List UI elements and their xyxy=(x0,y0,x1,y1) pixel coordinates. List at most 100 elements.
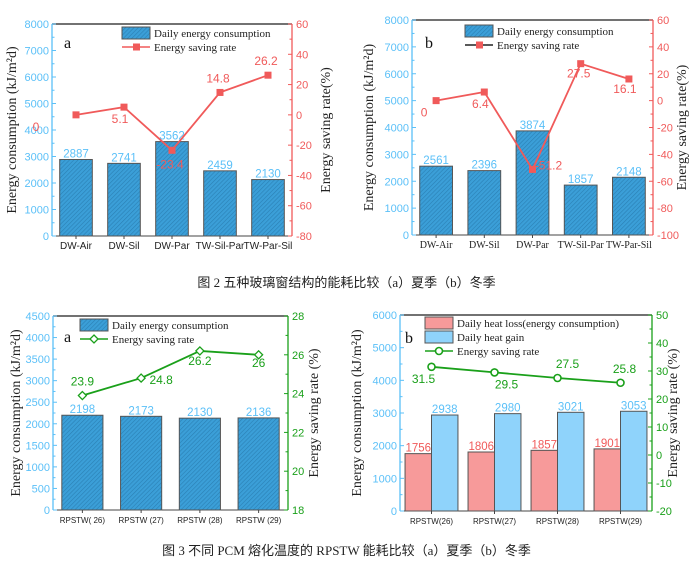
chart-svg-3b: 0 1000 2000 3000 4000 5000 6000 -20 -10 0 10 20 30 40… xyxy=(350,310,681,526)
x-tick-label: DW-Par xyxy=(516,240,549,251)
left-tick-label: 6000 xyxy=(373,310,397,322)
bar-value-label: 2130 xyxy=(187,407,213,419)
y-axis-title: Energy consumption (kJ/m²d) xyxy=(5,46,20,214)
line-series-path xyxy=(82,350,259,397)
legend-label: Daily heat gain xyxy=(457,332,525,344)
x-tick-label: RPSTW(27) xyxy=(473,517,516,526)
bar xyxy=(612,176,646,236)
bar-value-label: 2198 xyxy=(70,404,96,416)
bar xyxy=(557,411,585,512)
left-tick-label: 4000 xyxy=(385,123,409,135)
left-tick-label: 0 xyxy=(403,230,409,242)
x-tick-label: DW-Air xyxy=(420,240,453,251)
bar xyxy=(593,448,621,512)
bar xyxy=(431,414,459,512)
line-marker xyxy=(529,165,536,173)
left-tick-label: 4000 xyxy=(26,333,50,345)
line-marker xyxy=(77,390,88,401)
x-tick-label: RPSTW(29) xyxy=(599,517,642,526)
bar-value-label: 2136 xyxy=(246,407,272,419)
x-tick-label: TW-Sil-Par xyxy=(196,241,245,252)
line-marker xyxy=(120,103,128,111)
bar-value-label: 1806 xyxy=(468,441,494,453)
bar-value-label: 1756 xyxy=(405,443,431,455)
bar-value-label: 2561 xyxy=(423,155,449,167)
right-tick-label: -20 xyxy=(296,140,312,152)
bar-value-label: 2887 xyxy=(63,148,89,160)
line-value-label: -23.4 xyxy=(156,157,184,171)
bar xyxy=(251,179,285,237)
line-value-label: 0 xyxy=(421,106,428,120)
bar xyxy=(530,449,558,512)
bar xyxy=(107,162,141,237)
line-marker xyxy=(72,111,80,119)
right-tick-label: 30 xyxy=(656,366,668,378)
y-axis-title: Energy consumption (kJ/m²d) xyxy=(362,44,377,212)
right-tick-label: 24 xyxy=(292,389,304,401)
y2-axis-title: Energy saving rate(%) xyxy=(675,64,690,190)
right-tick-label: -100 xyxy=(657,230,679,242)
legend-label: Energy saving rate xyxy=(457,346,539,358)
right-tick-label: 18 xyxy=(292,505,304,517)
chart-svg-2b: 010002000300040005000600070008000-100-80… xyxy=(362,15,690,251)
left-tick-label: 1500 xyxy=(26,440,50,452)
x-tick-label: RPSTW (29) xyxy=(236,516,282,525)
legend-marker xyxy=(89,334,99,344)
line-marker xyxy=(490,368,499,377)
right-tick-label: 40 xyxy=(296,49,308,61)
bar xyxy=(467,451,495,512)
left-tick-label: 4000 xyxy=(25,125,49,137)
line-value-label: 23.9 xyxy=(71,375,95,389)
line-value-label: 27.5 xyxy=(556,357,580,371)
line-marker xyxy=(427,362,436,372)
x-tick-label: DW-Par xyxy=(154,241,190,252)
bar-value-label: 1901 xyxy=(594,438,620,450)
bar xyxy=(620,410,648,512)
left-tick-label: 4500 xyxy=(26,311,50,323)
bar xyxy=(563,184,598,236)
y-axis-title: Energy consumption (kJ/m²d) xyxy=(350,329,365,497)
line-value-label: 24.8 xyxy=(149,373,173,387)
right-tick-label: 0 xyxy=(657,96,663,108)
left-tick-label: 2000 xyxy=(385,176,409,188)
x-tick-label: RPSTW (27) xyxy=(118,516,164,525)
line-series-path xyxy=(431,365,621,384)
left-tick-label: 3000 xyxy=(26,376,50,388)
panel-label: a xyxy=(64,329,71,346)
right-tick-label: 40 xyxy=(656,338,668,350)
left-tick-label: 2500 xyxy=(26,397,50,409)
line-marker xyxy=(216,88,224,96)
line-value-label: 5.1 xyxy=(112,112,129,126)
line-marker xyxy=(625,75,633,83)
bar-value-label: 2980 xyxy=(495,403,521,415)
line-marker xyxy=(577,60,585,68)
figure-2a-chart: 0 1000 2000 3000 4000 5000 6000 7000 8000 -80 -60-… xyxy=(0,0,345,260)
right-tick-label: -20 xyxy=(656,506,672,518)
line-marker xyxy=(253,349,264,360)
line-value-label: -51.2 xyxy=(535,158,563,172)
line-value-label: 16.1 xyxy=(613,82,637,96)
right-tick-label: 22 xyxy=(292,427,304,439)
left-tick-label: 8000 xyxy=(25,19,49,31)
chart-svg-3a: 0 500 1000 1500 2000 2500 3000 3500 4000 4500 18 20… xyxy=(9,311,322,525)
right-tick-label: -60 xyxy=(296,201,312,213)
figure-2-caption: 图 2 五种玻璃窗结构的能耗比较（a）夏季（b）冬季 xyxy=(197,275,496,290)
left-tick-label: 3500 xyxy=(26,354,50,366)
x-tick-label: RPSTW( 26) xyxy=(60,516,106,525)
legend-label: Energy saving rate xyxy=(154,42,236,54)
right-tick-label: 28 xyxy=(292,311,304,323)
bar-value-label: 2459 xyxy=(207,160,233,172)
right-tick-label: -40 xyxy=(296,170,312,182)
x-tick-label: DW-Sil xyxy=(109,241,140,252)
right-tick-label: -80 xyxy=(296,231,312,243)
left-tick-label: 1000 xyxy=(373,473,397,485)
left-tick-label: 0 xyxy=(43,231,49,243)
right-tick-label: -20 xyxy=(657,123,673,135)
legend-marker xyxy=(133,43,140,51)
panel-label: a xyxy=(64,35,71,52)
line-marker xyxy=(480,88,488,96)
right-tick-label: 20 xyxy=(657,69,669,81)
bar xyxy=(467,170,502,236)
legend-label: Daily energy consumption xyxy=(154,28,271,40)
legend-label: Energy saving rate xyxy=(112,334,194,346)
